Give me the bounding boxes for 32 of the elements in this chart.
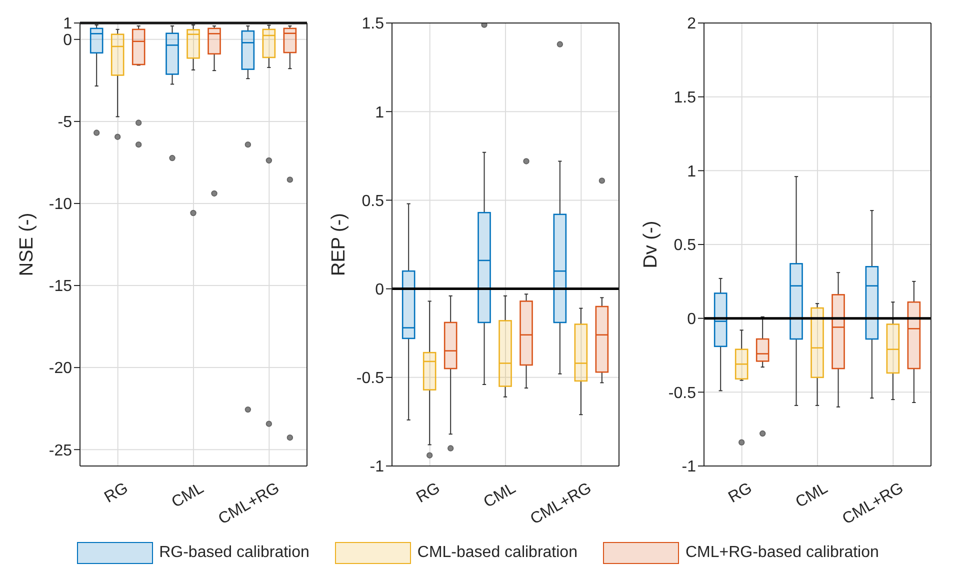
x-tick-label: RG (726, 480, 756, 506)
y-tick-label: -25 (48, 442, 72, 460)
y-tick-label: -0.5 (356, 370, 384, 388)
y-tick-label: 0.5 (674, 237, 696, 254)
legend-label: RG-based calibration (159, 544, 310, 562)
y-tick-label: 1 (687, 163, 696, 180)
y-tick-label: -1 (370, 458, 384, 476)
y-tick-label: -1 (682, 458, 696, 476)
y-tick-label: -0.5 (668, 384, 696, 402)
y-axis-title: Dv (-) (640, 220, 662, 268)
y-tick-label: 1.5 (362, 16, 384, 33)
y-tick-label: 2 (687, 16, 696, 33)
x-tick-label: CML (168, 480, 207, 512)
y-tick-label: 0 (687, 311, 696, 328)
y-tick-label: 0 (63, 32, 72, 50)
y-tick-label: 1 (63, 16, 72, 33)
legend-label: CML+RG-based calibration (685, 544, 879, 562)
y-tick-label: 1 (375, 104, 384, 122)
y-tick-label: 1.5 (674, 90, 696, 107)
y-axis-title: REP (-) (328, 213, 350, 276)
y-tick-label: -20 (48, 360, 72, 378)
x-tick-label: CML (480, 480, 519, 512)
x-tick-label: RG (414, 480, 444, 506)
y-tick-label: 0.5 (362, 192, 384, 210)
y-axis-title: NSE (-) (16, 212, 38, 276)
y-tick-label: -5 (58, 114, 72, 132)
x-tick-label: RG (102, 480, 132, 506)
y-tick-label: -10 (48, 196, 72, 214)
y-tick-label: 0 (375, 281, 384, 298)
x-tick-label: CML (792, 480, 831, 512)
y-tick-label: -15 (48, 278, 72, 296)
legend-label: CML-based calibration (417, 544, 578, 562)
